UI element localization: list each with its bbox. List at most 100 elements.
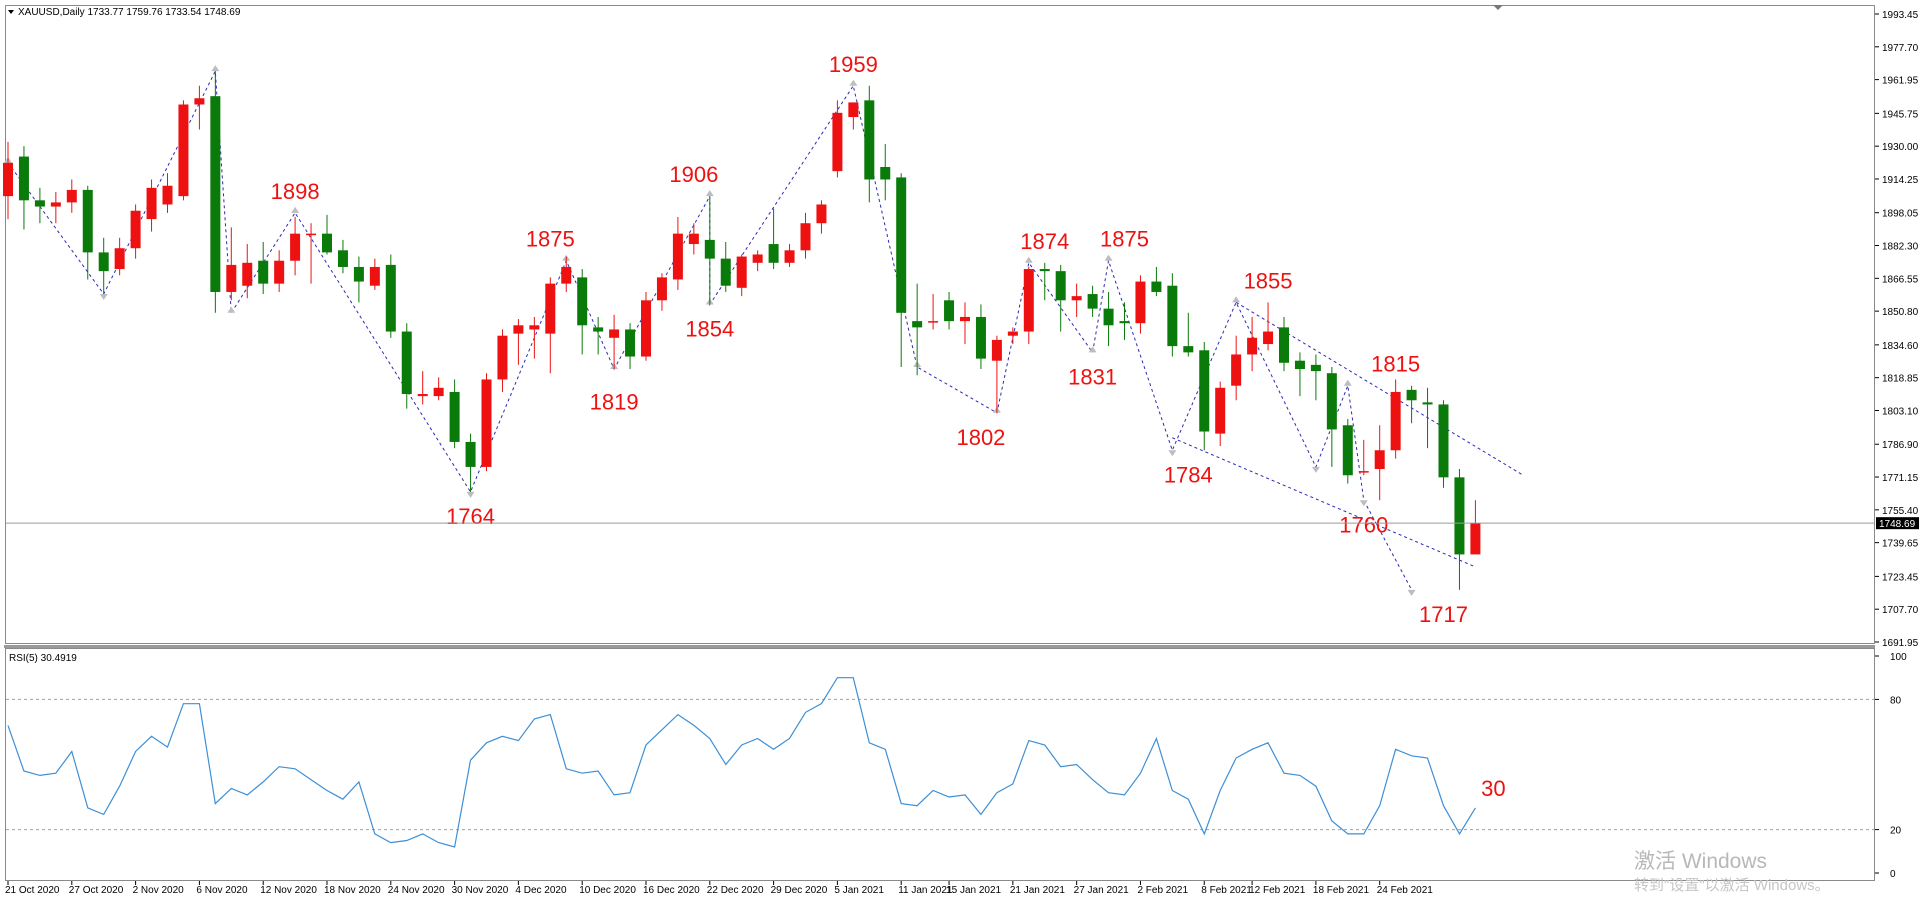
fractal-arrow-icon: [1024, 256, 1033, 263]
time-tick-label: 12 Feb 2021: [1249, 885, 1306, 896]
time-tick-label: 29 Dec 2020: [771, 885, 828, 896]
candle-body: [449, 391, 460, 442]
fractal-arrow-icon: [849, 79, 858, 86]
candle-body: [561, 266, 572, 284]
candle-body: [1055, 271, 1066, 301]
chart-menu-triangle-icon[interactable]: [8, 10, 14, 14]
candle-body: [178, 104, 189, 197]
candle-body: [1215, 387, 1226, 434]
candle-body: [258, 260, 269, 284]
candle-body: [672, 233, 683, 280]
grid-lines: [6, 698, 1874, 831]
price-tick-label: 1945.75: [1882, 109, 1919, 120]
candle-body: [593, 327, 604, 332]
panel-separator[interactable]: [4, 645, 1875, 648]
price-tick-label: 1691.95: [1882, 638, 1919, 649]
candle-body: [497, 335, 508, 380]
candle-body: [1294, 360, 1305, 370]
time-axis[interactable]: 21 Oct 2020 27 Oct 2020 2 Nov 2020 6 Nov 20…: [5, 881, 1433, 896]
time-tick-label: 30 Nov 2020: [452, 885, 509, 896]
candle-body: [1310, 364, 1321, 372]
candle-body: [385, 264, 396, 332]
rsi-series-line: [7, 677, 1476, 848]
candle-body: [1135, 281, 1146, 324]
candle-body: [816, 204, 827, 224]
time-tick-label: 21 Jan 2021: [1010, 885, 1065, 896]
candle-body: [1358, 471, 1369, 473]
price-axis[interactable]: 1993.45 1977.70 1961.95 1945.75 1930.00 1914.…: [1875, 10, 1919, 649]
time-tick-label: 24 Feb 2021: [1377, 885, 1434, 896]
fractal-arrow-icon: [466, 491, 475, 498]
candle-body: [210, 96, 221, 292]
candle-body: [609, 329, 620, 338]
time-tick-label: 24 Nov 2020: [388, 885, 445, 896]
time-tick-label: 10 Dec 2020: [579, 885, 636, 896]
candle-body: [1406, 389, 1417, 401]
price-annotation: 1906: [669, 162, 718, 187]
price-tick-label: 1977.70: [1882, 43, 1919, 54]
price-tick-label: 1834.60: [1882, 341, 1919, 352]
candle-body: [66, 189, 77, 203]
current-price-box: [1876, 517, 1919, 530]
candle-body: [1103, 308, 1114, 326]
candle-body: [369, 266, 380, 286]
candles: [3, 71, 1481, 590]
rsi-axis: 100 80 20 0: [1875, 652, 1907, 880]
candle-body: [1390, 391, 1401, 451]
candle-body: [1023, 269, 1034, 332]
price-annotation: 1819: [590, 389, 639, 414]
rsi-line: 30: [7, 677, 1506, 848]
price-tick-label: 1739.65: [1882, 539, 1919, 550]
candle-body: [1342, 425, 1353, 476]
price-tick-label: 1898.05: [1882, 209, 1919, 220]
price-tick-label: 1803.10: [1882, 406, 1919, 417]
candle-body: [1151, 281, 1162, 292]
candle-body: [242, 262, 253, 286]
candle-body: [928, 321, 939, 323]
fractal-arrow-icon: [1311, 466, 1320, 473]
price-annotation: 1898: [271, 179, 320, 204]
price-tick-label: 1914.25: [1882, 175, 1919, 186]
chart-title: XAUUSD,Daily 1733.77 1759.76 1733.54 174…: [18, 7, 241, 18]
candle-body: [768, 244, 779, 263]
price-tick-label: 1786.90: [1882, 440, 1919, 451]
price-annotation: 1854: [685, 316, 734, 341]
candle-body: [513, 325, 524, 334]
time-tick-label: 5 Jan 2021: [834, 885, 884, 896]
fractal-arrow-icon: [211, 65, 220, 72]
shift-marker-icon[interactable]: [1493, 5, 1503, 10]
time-tick-label: 18 Feb 2021: [1313, 885, 1370, 896]
time-tick-label: 18 Nov 2020: [324, 885, 381, 896]
time-tick-label: 2 Nov 2020: [133, 885, 185, 896]
candle-body: [641, 300, 651, 357]
rsi-tick-label: 0: [1890, 869, 1896, 880]
current-price: 1748.69: [5, 517, 1919, 530]
candle-body: [832, 112, 843, 172]
time-tick-label: 4 Dec 2020: [515, 885, 567, 896]
candle-body: [1119, 321, 1130, 324]
current-price-label: 1748.69: [1879, 519, 1916, 530]
rsi-annotation: 30: [1481, 776, 1505, 801]
fractal-arrow-icon: [99, 294, 108, 301]
time-tick-label: 27 Oct 2020: [69, 885, 124, 896]
price-tick-label: 1707.70: [1882, 605, 1919, 616]
candle-body: [1007, 331, 1018, 336]
rsi-tick-label: 80: [1890, 695, 1902, 706]
price-annotation: 1717: [1419, 602, 1468, 627]
candle-body: [353, 266, 364, 282]
candle-body: [481, 379, 492, 467]
candle-body: [912, 321, 923, 328]
candle-body: [18, 156, 29, 201]
candle-body: [1071, 296, 1082, 301]
candle-body: [1199, 350, 1210, 432]
candle-body: [82, 189, 93, 253]
candle-body: [322, 233, 332, 253]
candle-body: [146, 187, 157, 220]
time-tick-label: 12 Nov 2020: [260, 885, 317, 896]
candle-body: [864, 100, 875, 180]
candle-body: [975, 316, 986, 359]
candle-body: [465, 441, 476, 467]
price-annotation: 1959: [829, 52, 878, 77]
